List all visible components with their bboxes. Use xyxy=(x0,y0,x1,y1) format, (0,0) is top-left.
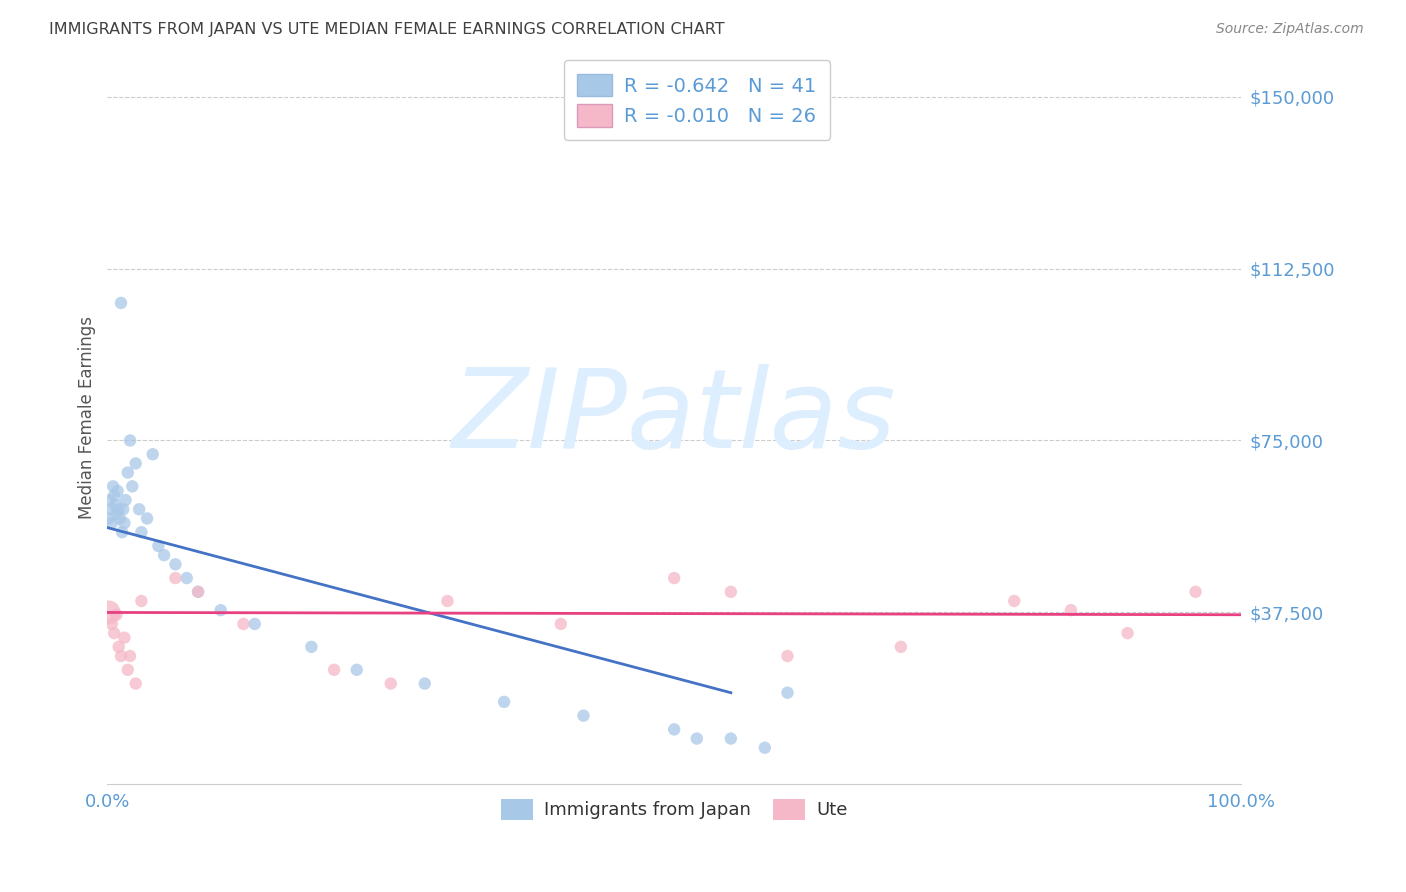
Point xyxy=(720,731,742,746)
Point xyxy=(209,603,232,617)
Text: IMMIGRANTS FROM JAPAN VS UTE MEDIAN FEMALE EARNINGS CORRELATION CHART: IMMIGRANTS FROM JAPAN VS UTE MEDIAN FEMA… xyxy=(49,22,725,37)
Point xyxy=(118,648,141,663)
Point xyxy=(776,648,799,663)
Point xyxy=(112,516,135,530)
Point xyxy=(117,466,139,480)
Point xyxy=(125,457,148,471)
Point xyxy=(176,571,198,585)
Point xyxy=(108,511,131,525)
Point xyxy=(114,493,136,508)
Point xyxy=(105,507,128,521)
Point xyxy=(323,663,346,677)
Point xyxy=(118,434,141,448)
Point xyxy=(107,640,129,654)
Point xyxy=(103,626,125,640)
Point xyxy=(107,502,129,516)
Point xyxy=(104,498,127,512)
Point xyxy=(686,731,709,746)
Point xyxy=(662,571,685,585)
Point xyxy=(572,708,595,723)
Point xyxy=(97,511,120,525)
Point xyxy=(112,631,135,645)
Point xyxy=(380,676,402,690)
Point xyxy=(1184,584,1206,599)
Point xyxy=(105,607,128,622)
Y-axis label: Median Female Earnings: Median Female Earnings xyxy=(79,316,96,519)
Point xyxy=(165,558,187,572)
Point xyxy=(103,489,125,503)
Point xyxy=(117,663,139,677)
Point xyxy=(187,584,209,599)
Point xyxy=(98,493,121,508)
Point xyxy=(776,686,799,700)
Point xyxy=(136,511,159,525)
Point xyxy=(107,483,129,498)
Point xyxy=(97,606,120,620)
Point xyxy=(662,723,685,737)
Point xyxy=(550,616,572,631)
Point xyxy=(187,584,209,599)
Point xyxy=(131,525,153,540)
Point xyxy=(720,584,742,599)
Point xyxy=(101,479,124,493)
Point xyxy=(153,548,176,562)
Point xyxy=(101,516,124,530)
Point xyxy=(142,447,165,461)
Point xyxy=(232,616,254,631)
Point xyxy=(1060,603,1083,617)
Point xyxy=(112,502,135,516)
Point xyxy=(413,676,436,690)
Point xyxy=(148,539,170,553)
Point xyxy=(1116,626,1139,640)
Point xyxy=(346,663,368,677)
Point xyxy=(110,648,132,663)
Point xyxy=(299,640,322,654)
Text: ZIPatlas: ZIPatlas xyxy=(451,364,897,471)
Point xyxy=(121,479,143,493)
Point xyxy=(243,616,266,631)
Point xyxy=(436,594,458,608)
Legend: Immigrants from Japan, Ute: Immigrants from Japan, Ute xyxy=(494,791,855,827)
Point xyxy=(128,502,150,516)
Point xyxy=(165,571,187,585)
Point xyxy=(1002,594,1025,608)
Point xyxy=(131,594,153,608)
Point xyxy=(100,502,122,516)
Point xyxy=(110,296,132,310)
Text: Source: ZipAtlas.com: Source: ZipAtlas.com xyxy=(1216,22,1364,37)
Point xyxy=(101,616,124,631)
Point xyxy=(111,525,134,540)
Point xyxy=(125,676,148,690)
Point xyxy=(890,640,912,654)
Point xyxy=(754,740,776,755)
Point xyxy=(494,695,516,709)
